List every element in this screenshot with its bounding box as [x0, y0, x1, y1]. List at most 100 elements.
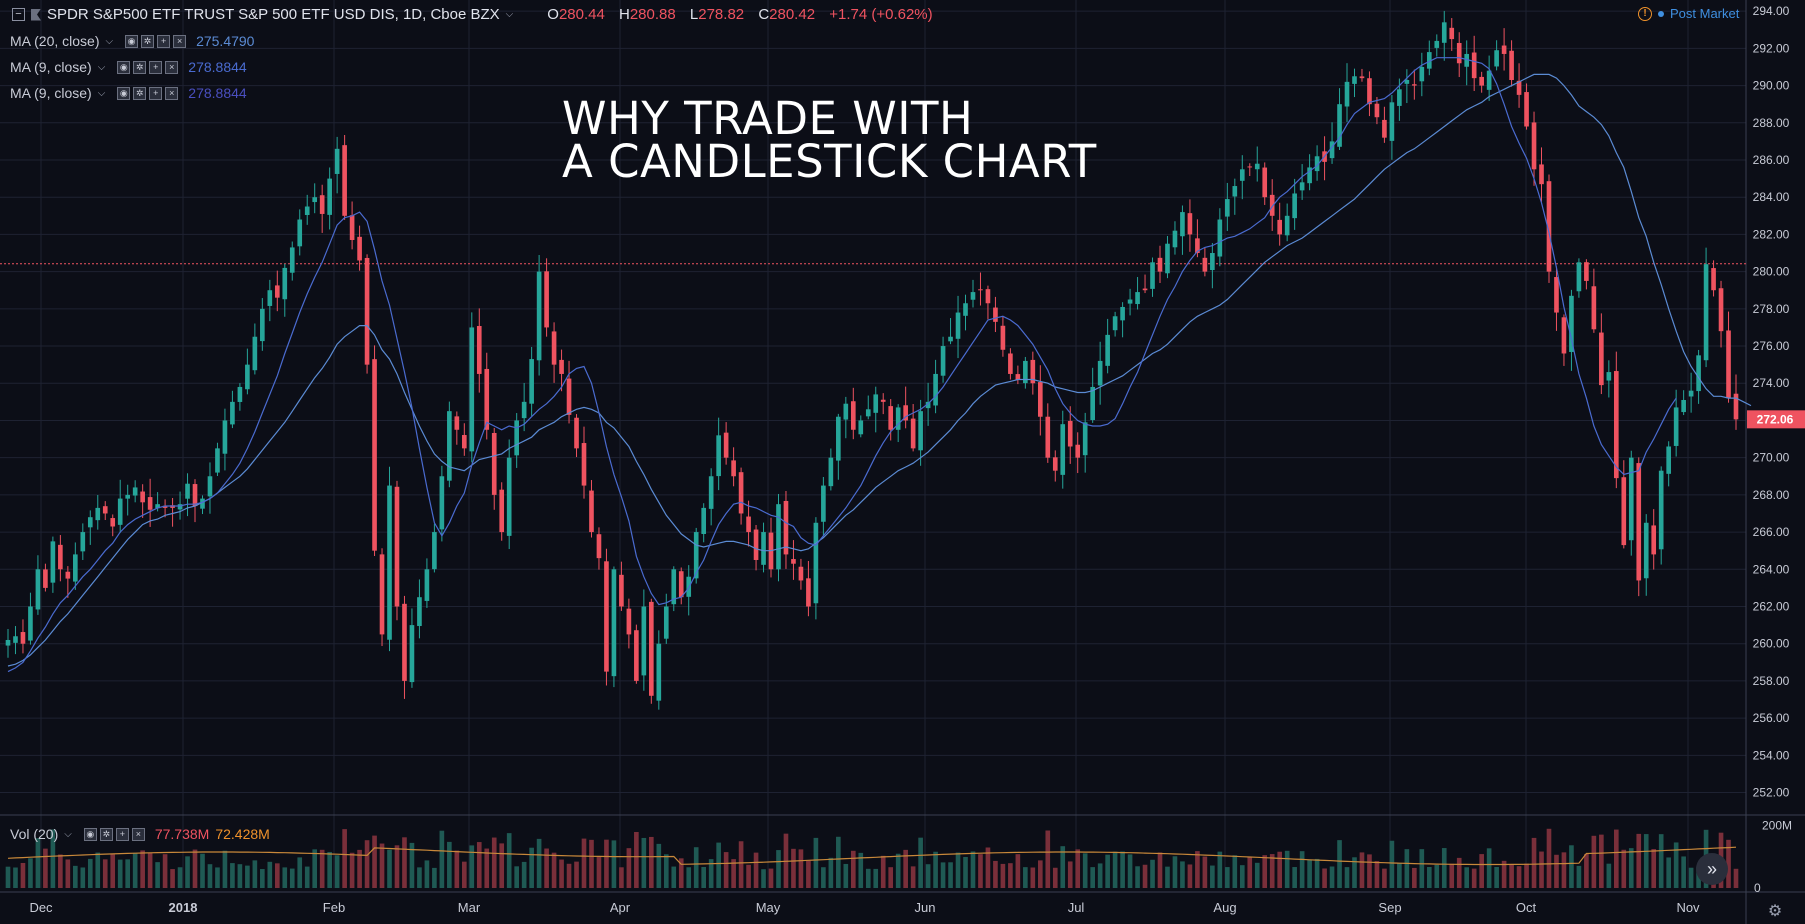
- close-icon[interactable]: ×: [131, 827, 145, 841]
- candle-body: [65, 571, 71, 579]
- current-price-tag: [1747, 410, 1805, 429]
- volume-bar: [1030, 867, 1036, 888]
- candle-body: [1703, 264, 1709, 361]
- candle-body: [1718, 288, 1724, 332]
- candle-body: [574, 417, 579, 449]
- scroll-to-realtime-button[interactable]: »: [1696, 853, 1728, 885]
- candle-body: [1636, 463, 1642, 581]
- gear-icon[interactable]: ✲: [99, 827, 113, 841]
- candle-body: [1464, 53, 1470, 67]
- volume-bar: [1509, 864, 1514, 888]
- chevron-down-icon[interactable]: ⌵: [105, 35, 114, 47]
- volume-bar: [723, 852, 729, 888]
- volume-bar: [686, 867, 692, 888]
- candle-body: [1711, 268, 1716, 291]
- volume-bar: [289, 868, 295, 888]
- gear-icon[interactable]: ✲: [133, 60, 147, 74]
- close-value: 280.42: [769, 6, 816, 23]
- warning-icon[interactable]: !: [1638, 6, 1652, 21]
- volume-bar: [484, 848, 490, 888]
- candle-body: [1008, 353, 1013, 374]
- eye-icon[interactable]: ◉: [125, 34, 139, 48]
- candle-body: [1142, 288, 1148, 291]
- gear-icon[interactable]: ✲: [141, 34, 155, 48]
- gear-icon[interactable]: ✲: [133, 86, 147, 100]
- candle-body: [506, 457, 512, 536]
- volume-bar: [641, 837, 647, 888]
- volume-bar: [536, 838, 542, 888]
- candle-body: [20, 632, 26, 644]
- indicator-row[interactable]: MA (9, close) ⌵ ◉ ✲ + × 278.8844: [10, 59, 247, 75]
- indicator-label[interactable]: MA (9, close): [10, 85, 92, 101]
- plus-icon[interactable]: +: [149, 60, 163, 74]
- indicator-row[interactable]: MA (20, close) ⌵ ◉ ✲ + × 275.4790: [10, 33, 254, 49]
- candle-body: [551, 331, 557, 365]
- candle-body: [87, 517, 93, 528]
- volume-bar: [544, 848, 549, 888]
- chevron-down-icon[interactable]: ⌵: [97, 61, 106, 73]
- plus-icon[interactable]: +: [115, 827, 129, 841]
- volume-legend[interactable]: Vol (20) ⌵ ◉ ✲ + × 77.738M 72.428M: [10, 826, 270, 842]
- candle-body: [738, 472, 744, 514]
- chevron-down-icon[interactable]: ⌵: [97, 87, 106, 99]
- candle-body: [708, 476, 714, 509]
- y-tick-label: 282.00: [1753, 227, 1790, 241]
- candle-body: [304, 206, 310, 215]
- volume-bar: [918, 837, 923, 888]
- collapse-icon[interactable]: −: [12, 8, 25, 21]
- candle-body: [1471, 52, 1477, 79]
- volume-bar: [1441, 848, 1447, 888]
- candle-body: [282, 267, 288, 300]
- volume-bar: [260, 869, 265, 888]
- x-tick-label: May: [756, 900, 781, 915]
- candle-body: [761, 532, 766, 565]
- volume-bar: [20, 862, 26, 888]
- candle-body: [424, 569, 430, 601]
- volume-bar: [1247, 856, 1253, 888]
- volume-bar: [1591, 835, 1597, 888]
- candle-body: [155, 504, 160, 509]
- chevron-down-icon[interactable]: ⌵: [505, 9, 514, 20]
- close-icon[interactable]: ×: [165, 60, 179, 74]
- chevron-down-icon[interactable]: ⌵: [64, 828, 72, 840]
- candle-body: [1269, 194, 1275, 216]
- candle-body: [963, 303, 968, 316]
- volume-bar: [559, 859, 564, 888]
- flag-icon[interactable]: [31, 8, 41, 21]
- candle-body: [1569, 295, 1574, 352]
- candle-body: [319, 195, 325, 214]
- indicator-label[interactable]: MA (20, close): [10, 33, 100, 49]
- indicator-row[interactable]: MA (9, close) ⌵ ◉ ✲ + × 278.8844: [10, 85, 247, 101]
- close-icon[interactable]: ×: [173, 34, 187, 48]
- eye-icon[interactable]: ◉: [83, 827, 97, 841]
- volume-controls: ◉ ✲ + ×: [83, 827, 145, 841]
- close-icon[interactable]: ×: [165, 86, 179, 100]
- candle-body: [1329, 141, 1335, 159]
- candle-body: [1426, 52, 1432, 69]
- eye-icon[interactable]: ◉: [117, 60, 131, 74]
- volume-bar: [865, 868, 871, 888]
- volume-bar: [768, 868, 774, 888]
- volume-bar: [1681, 856, 1686, 888]
- eye-icon[interactable]: ◉: [117, 86, 131, 100]
- y-tick-label: 252.00: [1753, 786, 1790, 800]
- post-market-indicator[interactable]: ! Post Market: [1638, 6, 1739, 21]
- volume-bar: [716, 842, 721, 888]
- x-tick-label: Oct: [1516, 900, 1537, 915]
- plus-icon[interactable]: +: [157, 34, 171, 48]
- plus-icon[interactable]: +: [149, 86, 163, 100]
- volume-bar: [304, 866, 310, 888]
- volume-bar: [1501, 860, 1507, 888]
- symbol-title[interactable]: SPDR S&P500 ETF TRUST S&P 500 ETF USD DI…: [47, 6, 500, 23]
- volume-bar: [267, 861, 273, 888]
- volume-bar: [1419, 849, 1425, 888]
- indicator-label[interactable]: MA (9, close): [10, 59, 92, 75]
- candle-body: [402, 603, 407, 681]
- candle-body: [1546, 181, 1552, 272]
- volume-label[interactable]: Vol (20): [10, 826, 59, 842]
- volume-bar: [634, 831, 639, 888]
- candle-body: [185, 483, 190, 499]
- y-tick-label: 284.00: [1753, 190, 1790, 204]
- chart-settings-button[interactable]: ⚙: [1766, 902, 1784, 920]
